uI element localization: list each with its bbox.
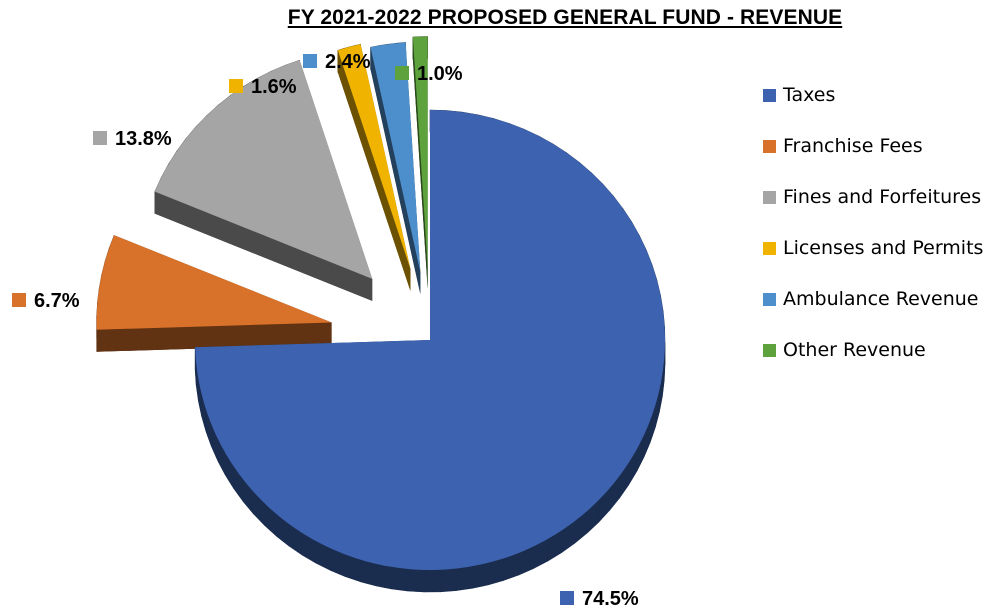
legend-swatch	[763, 89, 776, 102]
legend-label: Other Revenue	[783, 339, 926, 361]
slice-top-face	[154, 60, 373, 279]
slice-rim	[375, 563, 393, 590]
legend-item-1: Taxes	[763, 84, 835, 106]
data-label-1: 74.5%	[560, 588, 639, 610]
pie-slice-5	[370, 42, 421, 295]
slice-rim	[423, 569, 441, 593]
pie-slice-6	[412, 36, 428, 289]
slice-side-wall-1	[370, 47, 421, 295]
data-label-marker	[395, 66, 409, 80]
legend-item-2: Franchise Fees	[763, 135, 923, 157]
pie-slice-3	[154, 59, 373, 301]
legend-swatch	[763, 293, 776, 306]
slice-side-wall-1	[412, 36, 428, 289]
chart-title: FY 2021-2022 PROPOSED GENERAL FUND - REV…	[287, 6, 843, 29]
legend-label: Ambulance Revenue	[783, 288, 979, 310]
slice-top-face	[337, 44, 411, 270]
data-label-2: 6.7%	[12, 290, 80, 312]
legend-item-3: Fines and Forfeitures	[763, 186, 981, 208]
legend-label: Taxes	[782, 84, 835, 106]
slice-rim	[472, 562, 489, 589]
data-label-text: 6.7%	[34, 290, 80, 312]
data-label-marker	[560, 591, 574, 605]
slice-rim	[360, 559, 377, 587]
slice-rim	[440, 568, 457, 593]
data-label-marker	[303, 54, 317, 68]
slice-rim	[487, 557, 505, 586]
pie-slice-2	[96, 235, 332, 352]
slice-rim	[456, 565, 473, 591]
legend-item-5: Ambulance Revenue	[763, 288, 979, 310]
slice-top-face	[96, 235, 332, 330]
legend-item-6: Other Revenue	[763, 339, 926, 361]
pie-slice-4	[337, 43, 411, 292]
data-label-3: 13.8%	[93, 128, 172, 150]
data-label-text: 1.6%	[251, 76, 297, 98]
legend-swatch	[763, 191, 776, 204]
slice-top-face	[370, 42, 421, 273]
legend-swatch	[763, 344, 776, 357]
data-label-text: 2.4%	[325, 51, 371, 73]
data-label-5: 2.4%	[303, 51, 371, 73]
data-label-6: 1.0%	[395, 63, 463, 85]
slice-rim	[407, 568, 425, 593]
legend-swatch	[763, 140, 776, 153]
data-label-text: 1.0%	[417, 63, 463, 85]
slice-side-wall-1	[337, 50, 411, 292]
data-label-4: 1.6%	[229, 76, 297, 98]
slice-side-wall-1	[154, 191, 373, 301]
data-label-marker	[93, 131, 107, 145]
legend-label: Licenses and Permits	[783, 237, 983, 259]
slice-side-wall-1	[96, 322, 332, 352]
pie-slice-1	[194, 109, 666, 593]
data-label-text: 74.5%	[582, 588, 639, 610]
legend-label: Franchise Fees	[783, 135, 923, 157]
slice-rim	[391, 566, 409, 592]
legend-label: Fines and Forfeitures	[783, 186, 981, 208]
slice-top-face	[195, 110, 665, 570]
legend-item-4: Licenses and Permits	[763, 237, 983, 259]
data-label-marker	[12, 293, 26, 307]
slice-top-face	[412, 36, 428, 267]
legend-swatch	[763, 242, 776, 255]
data-label-marker	[229, 79, 243, 93]
data-label-text: 13.8%	[115, 128, 172, 150]
chart-legend: Taxes Franchise Fees Fines and Forfeitures…	[763, 84, 983, 361]
